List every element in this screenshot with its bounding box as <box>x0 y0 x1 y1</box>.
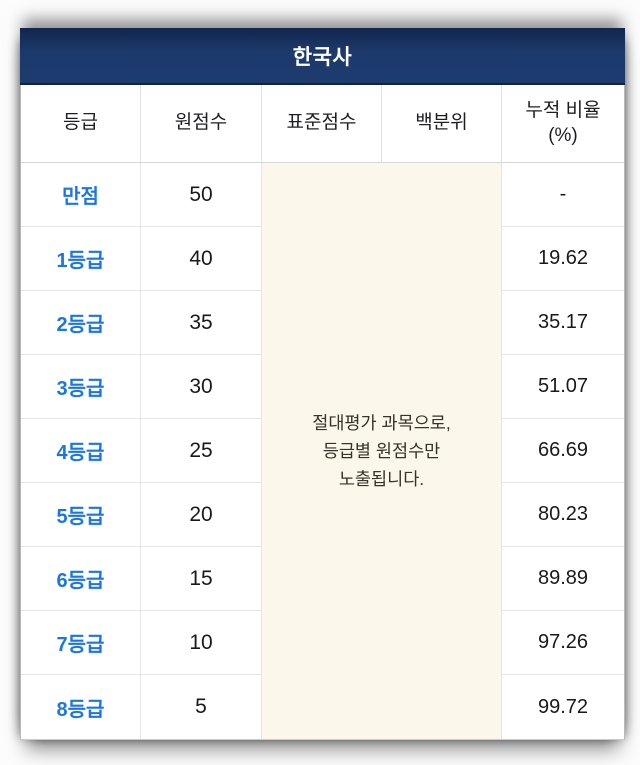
cumulative-ratio-cell: - <box>502 163 624 227</box>
raw-score-cell: 10 <box>141 611 262 675</box>
subject-title-bar: 한국사 <box>20 28 625 85</box>
raw-score-cell: 35 <box>141 291 262 355</box>
grade-cell: 4등급 <box>21 419 141 483</box>
cumulative-ratio-cell: 97.26 <box>502 611 624 675</box>
grade-cell: 7등급 <box>21 611 141 675</box>
cumulative-ratio-cell: 89.89 <box>502 547 624 611</box>
column-header-percentile: 백분위 <box>382 85 502 163</box>
score-table: 절대평가 과목으로, 등급별 원점수만 노출됩니다. 등급 원점수 표준점수 백… <box>20 85 625 740</box>
grade-cell: 3등급 <box>21 355 141 419</box>
raw-score-cell: 5 <box>141 675 262 739</box>
column-header-grade: 등급 <box>21 85 141 163</box>
absolute-grading-note: 절대평가 과목으로, 등급별 원점수만 노출됩니다. <box>262 163 502 739</box>
raw-score-cell: 20 <box>141 483 262 547</box>
grade-cell: 8등급 <box>21 675 141 739</box>
grade-cell: 2등급 <box>21 291 141 355</box>
column-header-cumulative-ratio: 누적 비율 (%) <box>502 85 624 163</box>
grade-cell: 1등급 <box>21 227 141 291</box>
column-header-raw-score: 원점수 <box>141 85 262 163</box>
grade-cell: 6등급 <box>21 547 141 611</box>
raw-score-cell: 15 <box>141 547 262 611</box>
cumulative-ratio-cell: 80.23 <box>502 483 624 547</box>
score-table-card: 한국사 절대평가 과목으로, 등급별 원점수만 노출됩니다. 등급 원점수 표준… <box>20 28 625 740</box>
subject-title: 한국사 <box>292 45 353 69</box>
grade-cell: 만점 <box>21 163 141 227</box>
cumulative-ratio-cell: 66.69 <box>502 419 624 483</box>
raw-score-cell: 50 <box>141 163 262 227</box>
cumulative-ratio-cell: 51.07 <box>502 355 624 419</box>
cumulative-ratio-cell: 35.17 <box>502 291 624 355</box>
score-table-grid: 절대평가 과목으로, 등급별 원점수만 노출됩니다. 등급 원점수 표준점수 백… <box>21 85 624 739</box>
raw-score-cell: 30 <box>141 355 262 419</box>
cumulative-ratio-cell: 19.62 <box>502 227 624 291</box>
raw-score-cell: 40 <box>141 227 262 291</box>
cumulative-ratio-cell: 99.72 <box>537 695 589 718</box>
raw-score-cell: 25 <box>141 419 262 483</box>
column-header-standard-score: 표준점수 <box>262 85 382 163</box>
grade-cell: 5등급 <box>21 483 141 547</box>
